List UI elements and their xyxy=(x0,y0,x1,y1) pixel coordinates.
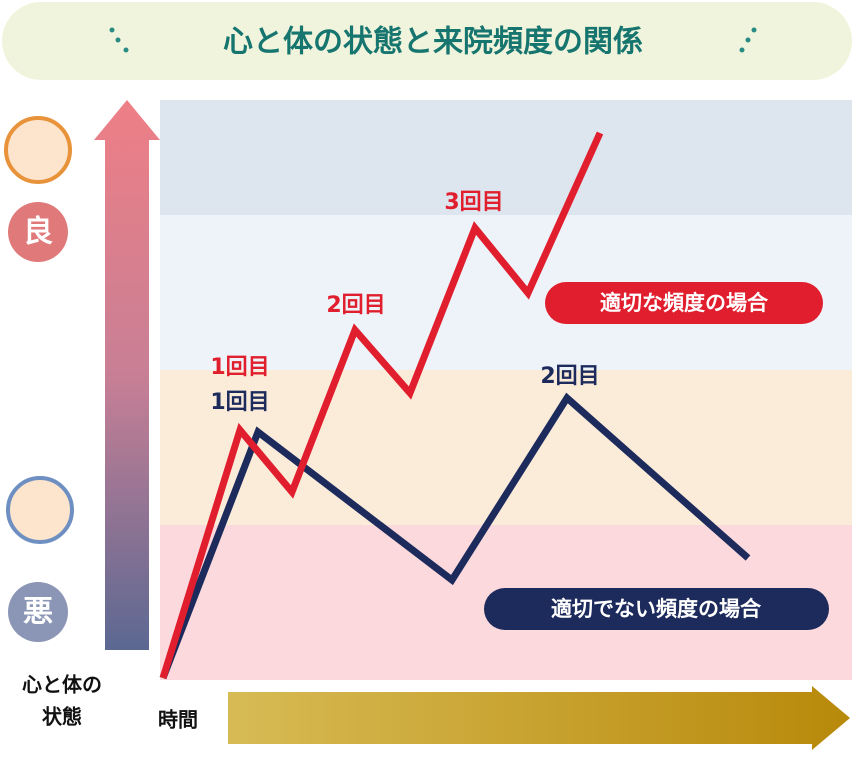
title-pill xyxy=(2,2,852,80)
annotation: 2回目 xyxy=(540,364,599,389)
y-label: 心と体の xyxy=(22,673,102,697)
legend-pill xyxy=(484,588,829,630)
annotation: 1回目 xyxy=(210,390,269,415)
good-label: 良 xyxy=(23,215,53,250)
x-arrow xyxy=(228,686,850,750)
annotation: 2回目 xyxy=(326,293,385,318)
good-badge xyxy=(8,202,68,262)
annotation: 1回目 xyxy=(210,355,269,380)
title: 心と体の状態と来院頻度の関係 xyxy=(223,25,643,60)
legend-label: 適切な頻度の場合 xyxy=(600,291,769,315)
y-label: 状態 xyxy=(42,705,82,729)
face-bad xyxy=(6,476,74,544)
bad-label: 悪 xyxy=(23,595,53,630)
title-decoration xyxy=(109,27,757,53)
band xyxy=(160,100,852,215)
line-appropriate xyxy=(159,131,604,680)
x-label: 時間 xyxy=(158,708,198,732)
legend-pill xyxy=(545,282,823,324)
y-arrow xyxy=(94,100,160,650)
line-inappropriate xyxy=(159,392,751,680)
annotation: 3回目 xyxy=(444,190,503,215)
bad-badge xyxy=(8,582,68,642)
face-good xyxy=(4,116,72,184)
legend-label: 適切でない頻度の場合 xyxy=(551,597,762,621)
